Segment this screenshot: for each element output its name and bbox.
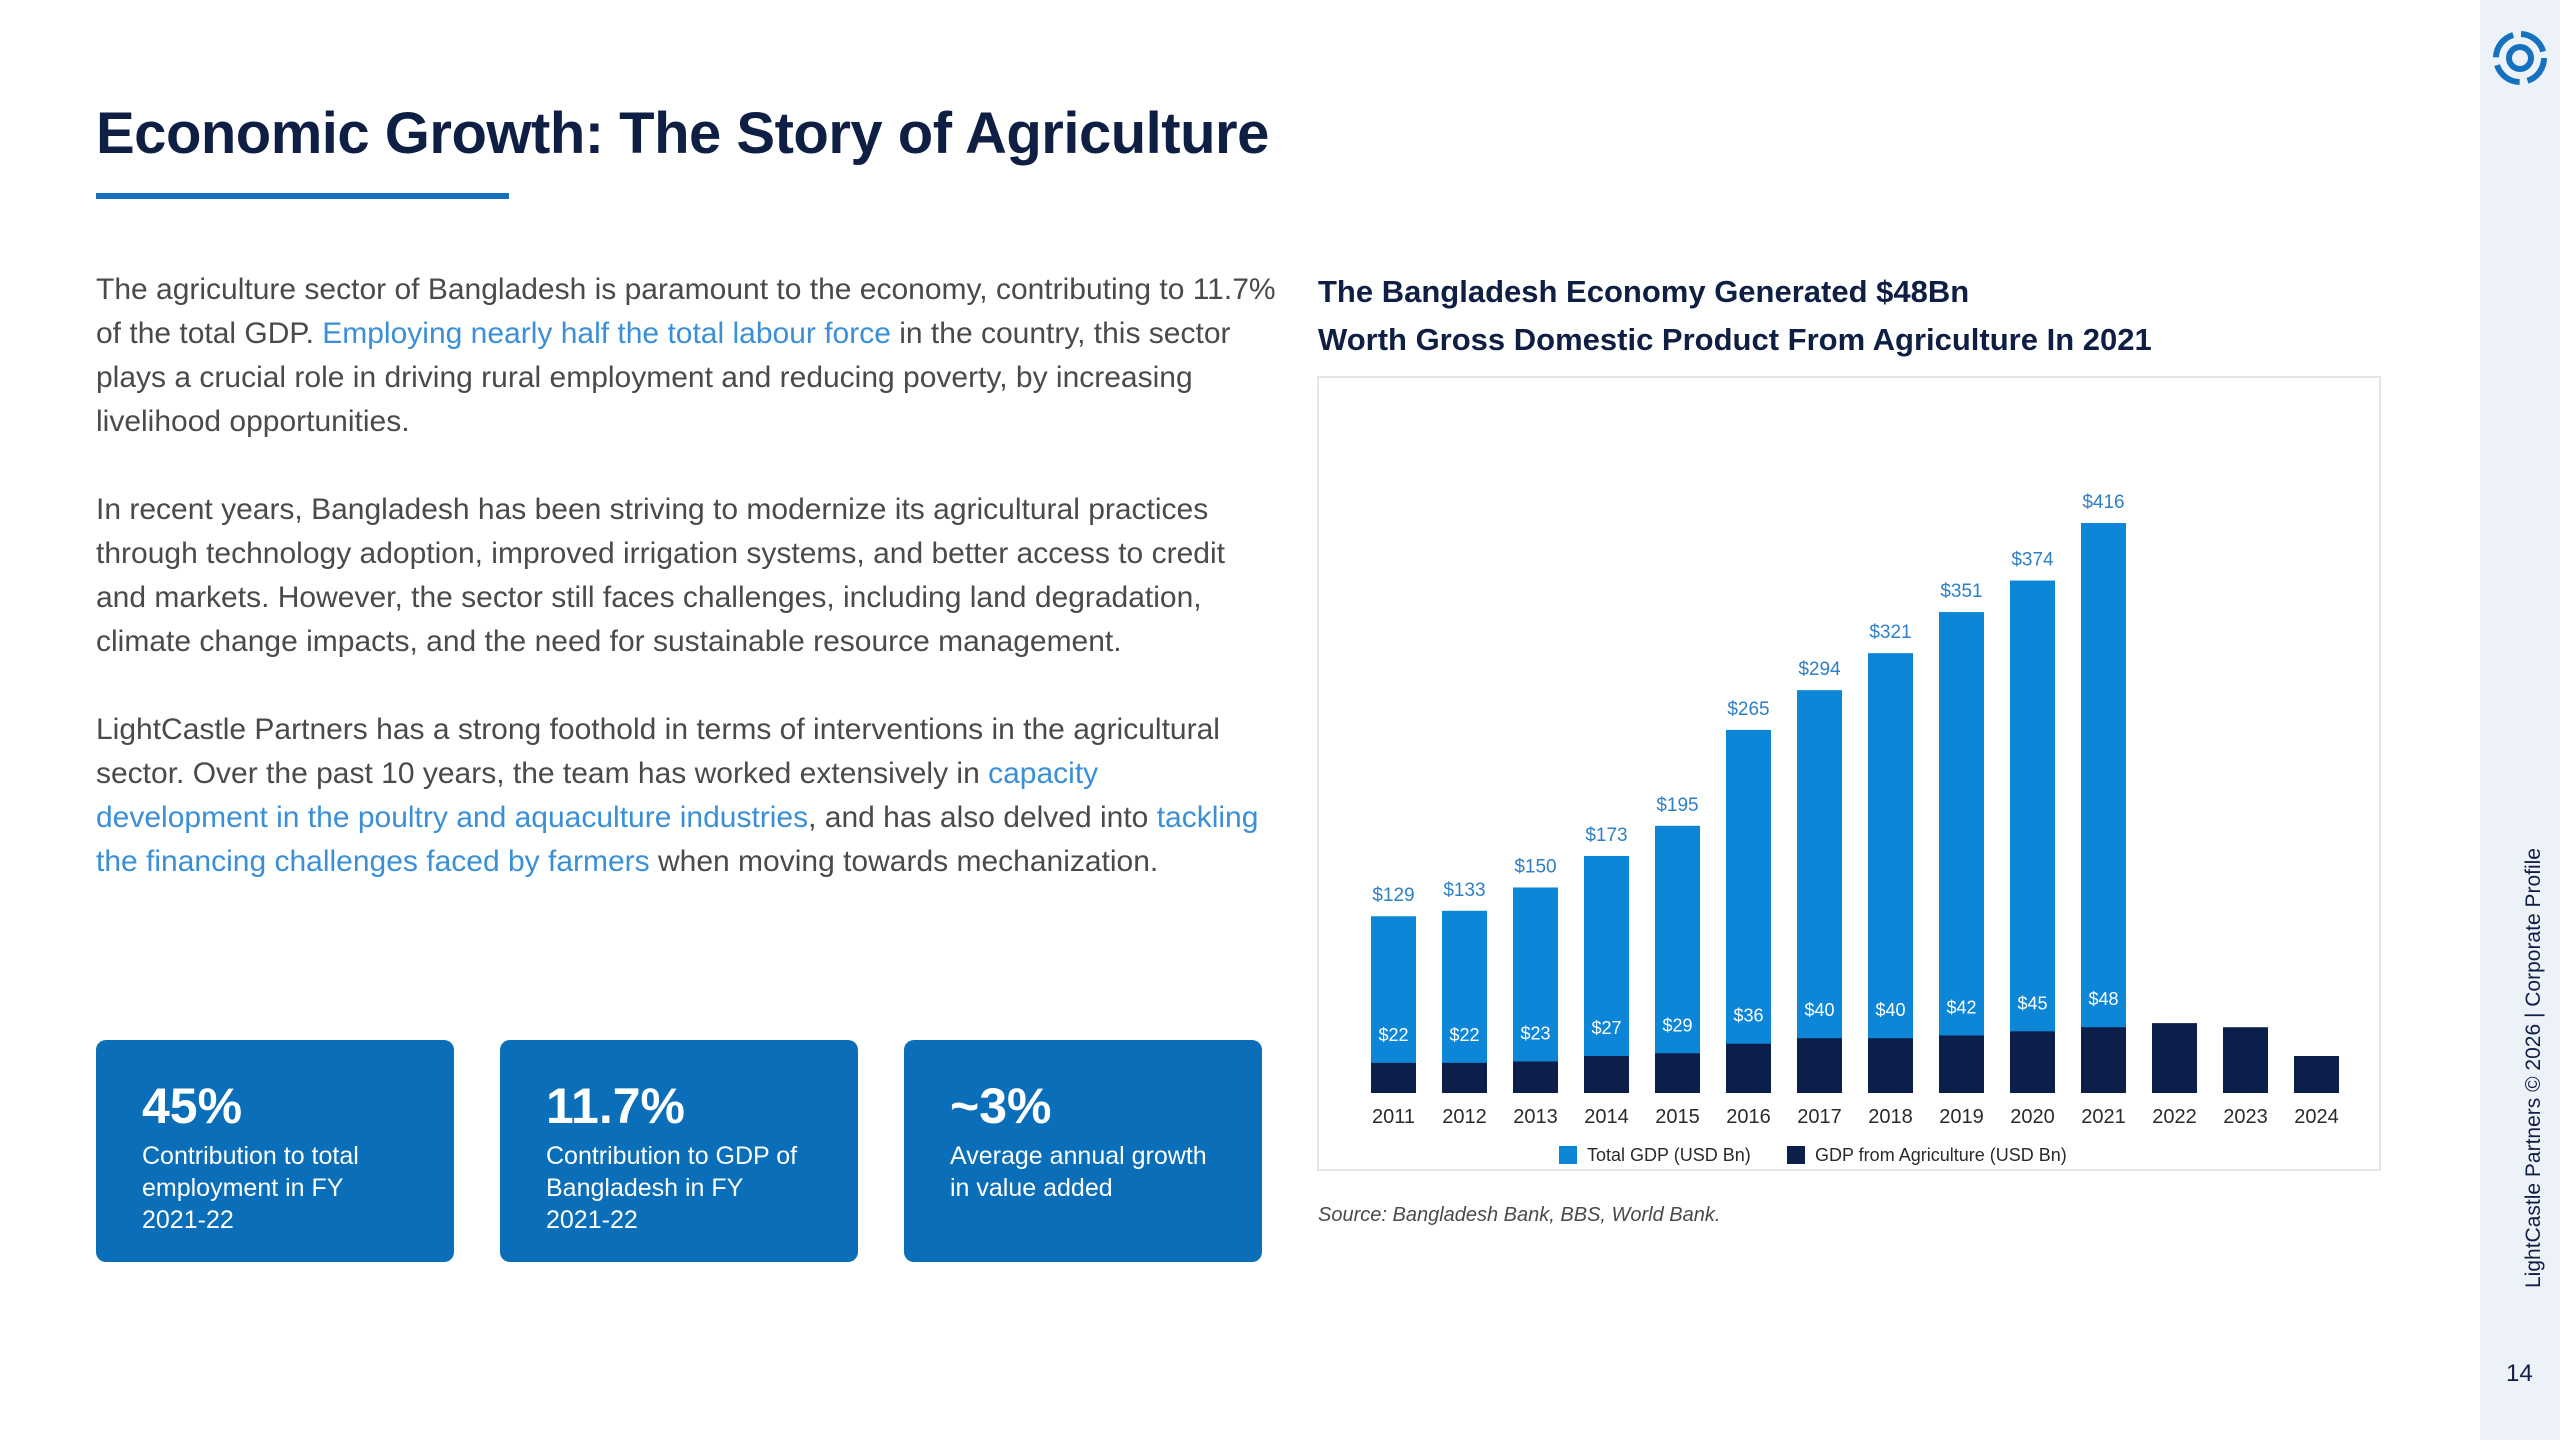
chart-heading-line-1: The Bangladesh Economy Generated $48Bn (1318, 274, 1970, 309)
data-label-agriculture-2016: $36 (1733, 1006, 1763, 1026)
x-tick-label-2023: 2023 (2223, 1106, 2268, 1128)
bar-total-gdp-2020 (2010, 580, 2055, 1093)
x-tick-label-2017: 2017 (1797, 1106, 1842, 1128)
x-tick-label-2019: 2019 (1939, 1106, 1984, 1128)
stat-value: 45% (142, 1078, 243, 1134)
data-label-agriculture-2015: $29 (1662, 1015, 1692, 1035)
bar-total-gdp-2018 (1868, 653, 1913, 1093)
data-label-total-2013: $150 (1514, 856, 1556, 877)
paragraph-3: LightCastle Partners has a strong footho… (96, 708, 1276, 884)
bar-agriculture-gdp-2017 (1797, 1038, 1842, 1093)
data-label-total-2020: $374 (2011, 550, 2054, 571)
bar-total-gdp-2021 (2081, 523, 2126, 1093)
financing-challenges-link[interactable]: tackling the financing challenges faced … (96, 801, 1259, 878)
x-tick-label-2022: 2022 (2152, 1106, 2197, 1128)
data-label-total-2021: $416 (2082, 492, 2124, 513)
data-label-total-2012: $133 (1443, 880, 1485, 901)
data-label-agriculture-2018: $40 (1875, 1000, 1905, 1020)
stat-card-growth: ~3% Average annual growth in value added (904, 1040, 1262, 1262)
x-tick-label-2020: 2020 (2010, 1106, 2055, 1128)
chart-heading-line-2: Worth Gross Domestic Product From Agricu… (1318, 322, 2152, 357)
bar-agriculture-gdp-2013 (1513, 1061, 1558, 1093)
paragraph-3-text-b: , and has also delved into (808, 801, 1157, 834)
bar-total-gdp-2014 (1584, 855, 1629, 1093)
bar-agriculture-gdp-2018 (1868, 1038, 1913, 1093)
gdp-bar-chart: $129 $22 2011 $133 $22 2012 $150 $23 2013 $173 $27… (1371, 492, 2339, 1165)
data-label-total-2017: $294 (1798, 659, 1841, 680)
body-text: The agriculture sector of Bangladesh is … (96, 268, 1276, 928)
stat-description: Average annual growth in value added (950, 1142, 1207, 1202)
capacity-development-link[interactable]: capacity development in the poultry and … (96, 757, 1099, 834)
x-tick-label-2012: 2012 (1442, 1106, 1487, 1128)
data-label-total-2018: $321 (1869, 622, 1911, 643)
x-tick-label-2011: 2011 (1372, 1106, 1415, 1128)
bar-agriculture-gdp-2015 (1655, 1053, 1700, 1093)
bar-total-gdp-2013 (1513, 887, 1558, 1093)
stat-description: Contribution to total employment in FY 2… (142, 1142, 359, 1234)
gdp-chart: $129 $22 2011 $133 $22 2012 $150 $23 2013 $173 $27… (1317, 376, 2381, 1171)
data-label-agriculture-2013: $23 (1520, 1023, 1550, 1043)
labour-force-link[interactable]: Employing nearly half the total labour f… (322, 317, 891, 350)
x-tick-label-2021: 2021 (2081, 1106, 2126, 1128)
title-underline (96, 193, 509, 199)
data-label-total-2014: $173 (1585, 825, 1627, 846)
stat-value: 11.7% (546, 1078, 686, 1134)
legend-label-total-gdp: Total GDP (USD Bn) (1587, 1145, 1751, 1165)
bar-agriculture-gdp-2022 (2152, 1023, 2197, 1093)
bar-agriculture-gdp-2011 (1371, 1062, 1416, 1093)
data-label-agriculture-2014: $27 (1591, 1018, 1621, 1038)
x-tick-label-2018: 2018 (1868, 1106, 1913, 1128)
x-tick-label-2013: 2013 (1513, 1106, 1558, 1128)
data-label-agriculture-2019: $42 (1946, 997, 1976, 1017)
x-tick-label-2015: 2015 (1655, 1106, 1700, 1128)
x-tick-label-2016: 2016 (1726, 1106, 1771, 1128)
chart-heading: The Bangladesh Economy Generated $48Bn W… (1318, 268, 2152, 364)
data-label-total-2015: $195 (1656, 795, 1698, 816)
paragraph-1-text-a: The agriculture sector of Bangladesh is … (96, 273, 1276, 350)
bar-agriculture-gdp-2012 (1442, 1062, 1487, 1093)
data-label-agriculture-2012: $22 (1449, 1025, 1479, 1045)
page-title: Economic Growth: The Story of Agricultur… (96, 101, 1269, 166)
legend-swatch-total-gdp (1559, 1146, 1577, 1164)
data-label-agriculture-2021: $48 (2088, 989, 2118, 1009)
stat-card-employment: 45% Contribution to total employment in … (96, 1040, 454, 1262)
bar-agriculture-gdp-2021 (2081, 1027, 2126, 1093)
stat-value: ~3% (950, 1078, 1052, 1134)
stat-description: Contribution to GDP of Bangladesh in FY … (546, 1142, 798, 1234)
data-label-total-2016: $265 (1727, 699, 1769, 720)
paragraph-1: The agriculture sector of Bangladesh is … (96, 268, 1276, 444)
data-label-agriculture-2011: $22 (1378, 1025, 1408, 1045)
bar-total-gdp-2017 (1797, 690, 1842, 1093)
bar-agriculture-gdp-2023 (2223, 1027, 2268, 1093)
bar-agriculture-gdp-2016 (1726, 1043, 1771, 1093)
lightcastle-logo-icon (2493, 31, 2547, 85)
data-label-agriculture-2017: $40 (1804, 1000, 1834, 1020)
bar-agriculture-gdp-2024 (2294, 1056, 2339, 1093)
data-label-total-2019: $351 (1940, 581, 1982, 602)
bar-agriculture-gdp-2014 (1584, 1056, 1629, 1093)
right-sidebar (2480, 0, 2560, 1440)
x-tick-label-2014: 2014 (1584, 1106, 1629, 1128)
page-number: 14 (2506, 1360, 2533, 1387)
legend-label-agriculture-gdp: GDP from Agriculture (USD Bn) (1815, 1145, 2067, 1165)
bar-agriculture-gdp-2019 (1939, 1035, 1984, 1093)
data-label-agriculture-2020: $45 (2017, 993, 2047, 1013)
bar-total-gdp-2019 (1939, 612, 1984, 1093)
bar-total-gdp-2015 (1655, 825, 1700, 1093)
bar-total-gdp-2016 (1726, 729, 1771, 1093)
stat-card-gdp: 11.7% Contribution to GDP of Bangladesh … (500, 1040, 858, 1262)
data-label-total-2011: $129 (1372, 885, 1414, 906)
bar-agriculture-gdp-2020 (2010, 1031, 2055, 1093)
bar-total-gdp-2012 (1442, 910, 1487, 1093)
paragraph-2: In recent years, Bangladesh has been str… (96, 493, 1225, 658)
paragraph-1-text-b: in the country, this sector plays a cruc… (96, 317, 1231, 438)
x-tick-label-2024: 2024 (2294, 1106, 2339, 1128)
legend-swatch-agriculture-gdp (1787, 1146, 1805, 1164)
paragraph-3-text-c: when moving towards mechanization. (649, 845, 1159, 878)
paragraph-3-text-a: LightCastle Partners has a strong footho… (96, 713, 1220, 790)
footer-corporate-profile: LightCastle Partners © 2026 | Corporate … (2522, 848, 2545, 1288)
chart-source: Source: Bangladesh Bank, BBS, World Bank… (1318, 1204, 1721, 1226)
